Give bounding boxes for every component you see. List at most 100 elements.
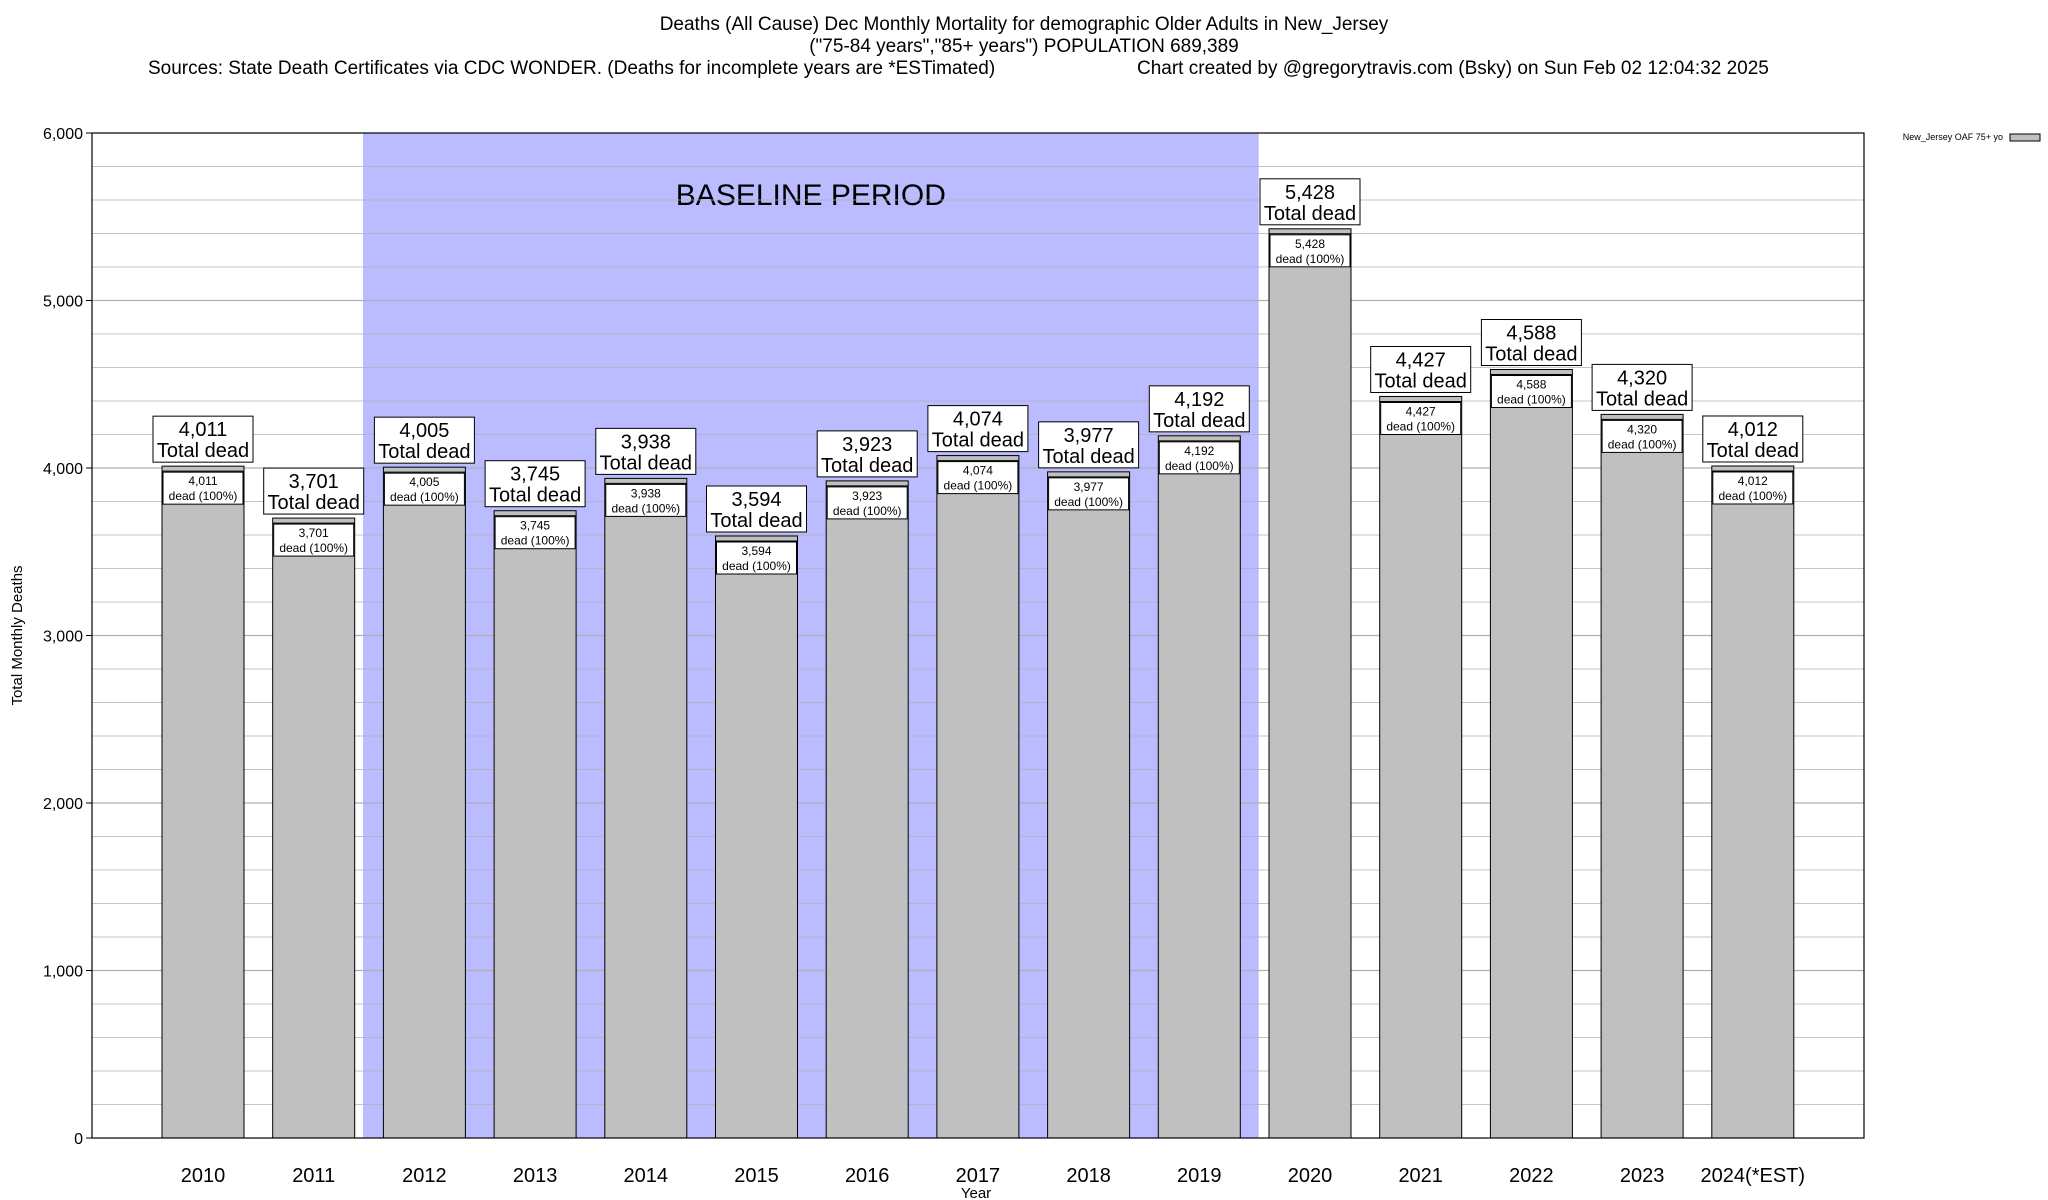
- total-value-label: 4,192: [1174, 389, 1224, 411]
- x-tick-label: 2012: [402, 1165, 447, 1187]
- bar: [715, 535, 798, 1139]
- inner-label-box: [383, 472, 465, 506]
- y-tick-label: 5,000: [43, 294, 83, 311]
- inner-percent-label: dead (100%): [1276, 252, 1345, 266]
- inner-percent-label: dead (100%): [1608, 437, 1677, 451]
- inner-value-label: 4,074: [963, 464, 993, 478]
- total-dead-label: Total dead: [932, 430, 1024, 452]
- total-label-box: [484, 460, 586, 508]
- inner-value-label: 3,701: [299, 526, 329, 540]
- inner-value-label: 4,320: [1627, 422, 1657, 436]
- total-dead-label: Total dead: [489, 485, 581, 507]
- legend-label: New_Jersey OAF 75+ yo: [1903, 132, 2003, 142]
- total-value-label: 5,428: [1285, 182, 1335, 204]
- inner-percent-label: dead (100%): [169, 489, 238, 503]
- inner-label-box: [273, 523, 355, 557]
- total-label-box: [1480, 319, 1582, 367]
- inner-label-box: [1158, 441, 1240, 475]
- inner-percent-label: dead (100%): [1497, 393, 1566, 407]
- x-tick-label: 2011: [292, 1165, 335, 1187]
- inner-percent-label: dead (100%): [279, 541, 348, 555]
- total-label-box: [595, 427, 697, 475]
- bar: [1157, 435, 1241, 1139]
- axes-layer: 2010 2011 2012 2013 2014 2015 2016 2017 2018 2019…: [9, 126, 1865, 1200]
- total-value-label: 4,005: [399, 420, 449, 442]
- inner-value-label: 4,005: [409, 475, 439, 489]
- total-dead-label: Total dead: [821, 455, 913, 477]
- inner-value-label: 3,594: [741, 544, 771, 558]
- inner-percent-label: dead (100%): [611, 501, 680, 515]
- y-tick-label: 3,000: [43, 629, 83, 646]
- bar: [1711, 465, 1795, 1139]
- total-dead-label: Total dead: [1264, 203, 1356, 225]
- x-tick-label: 2014: [624, 1165, 669, 1187]
- total-value-label: 3,938: [621, 431, 671, 453]
- inner-percent-label: dead (100%): [833, 504, 902, 518]
- total-value-label: 4,012: [1728, 419, 1778, 441]
- inner-label-box: [1490, 375, 1572, 409]
- bar: [1489, 369, 1573, 1139]
- x-tick-label: 2023: [1620, 1165, 1665, 1187]
- total-value-label: 4,320: [1617, 367, 1667, 389]
- legend: New_Jersey OAF 75+ yo: [1903, 132, 2041, 142]
- bar: [604, 477, 688, 1139]
- inner-label-box: [1048, 477, 1130, 511]
- total-label-box: [1148, 385, 1250, 433]
- inner-percent-label: dead (100%): [722, 559, 791, 573]
- bar: [1600, 413, 1684, 1139]
- inner-value-label: 4,011: [188, 474, 217, 488]
- x-tick-label: 2013: [513, 1165, 558, 1187]
- legend-swatch: [2009, 133, 2041, 142]
- inner-value-label: 4,012: [1738, 474, 1768, 488]
- bar: [1047, 471, 1131, 1139]
- total-value-label: 3,594: [731, 489, 781, 511]
- total-label-box: [1591, 363, 1693, 411]
- inner-percent-label: dead (100%): [501, 534, 570, 548]
- y-tick-label: 0: [74, 1131, 83, 1148]
- total-label-box: [1038, 421, 1140, 469]
- inner-value-label: 3,938: [631, 486, 661, 500]
- inner-value-label: 3,977: [1074, 480, 1104, 494]
- total-value-label: 3,701: [289, 471, 339, 493]
- total-dead-label: Total dead: [1707, 440, 1799, 462]
- y-tick-label: 4,000: [43, 461, 83, 478]
- inner-percent-label: dead (100%): [1718, 489, 1787, 503]
- inner-value-label: 4,192: [1184, 444, 1214, 458]
- inner-label-box: [1712, 471, 1794, 505]
- inner-percent-label: dead (100%): [1165, 459, 1234, 473]
- y-tick-label: 1,000: [43, 964, 83, 981]
- bar: [1379, 395, 1463, 1139]
- total-value-label: 4,427: [1396, 349, 1446, 371]
- inner-value-label: 4,427: [1406, 404, 1436, 418]
- total-label-box: [152, 415, 254, 463]
- inner-label-box: [1380, 401, 1462, 435]
- x-tick-label: 2016: [845, 1165, 890, 1187]
- sources-text: Sources: State Death Certificates via CD…: [148, 58, 996, 79]
- inner-label-box: [716, 541, 797, 575]
- inner-label-box: [162, 471, 244, 505]
- y-tick-label: 2,000: [43, 796, 83, 813]
- x-tick-label: 2015: [734, 1165, 779, 1187]
- y-axis-title: Total Monthly Deaths: [9, 565, 26, 705]
- x-tick-label: 2019: [1177, 1165, 1222, 1187]
- total-value-label: 4,588: [1506, 323, 1556, 345]
- total-dead-label: Total dead: [710, 510, 802, 532]
- total-label-box: [263, 467, 365, 515]
- total-value-label: 3,977: [1064, 425, 1114, 447]
- total-label-box: [706, 485, 807, 533]
- total-dead-label: Total dead: [1485, 344, 1577, 366]
- inner-value-label: 5,428: [1295, 237, 1325, 251]
- x-tick-label: 2018: [1066, 1165, 1111, 1187]
- x-tick-label: 2010: [181, 1165, 226, 1187]
- chart-title: Deaths (All Cause) Dec Monthly Mortality…: [659, 14, 1389, 35]
- inner-label-box: [937, 461, 1019, 495]
- total-dead-label: Total dead: [600, 452, 692, 474]
- bar: [161, 465, 245, 1139]
- bar: [493, 510, 577, 1139]
- x-tick-label: 2024(*EST): [1701, 1165, 1806, 1187]
- inner-label-box: [605, 483, 687, 517]
- total-label-box: [373, 416, 475, 464]
- inner-percent-label: dead (100%): [1054, 495, 1123, 509]
- total-label-box: [1370, 345, 1472, 393]
